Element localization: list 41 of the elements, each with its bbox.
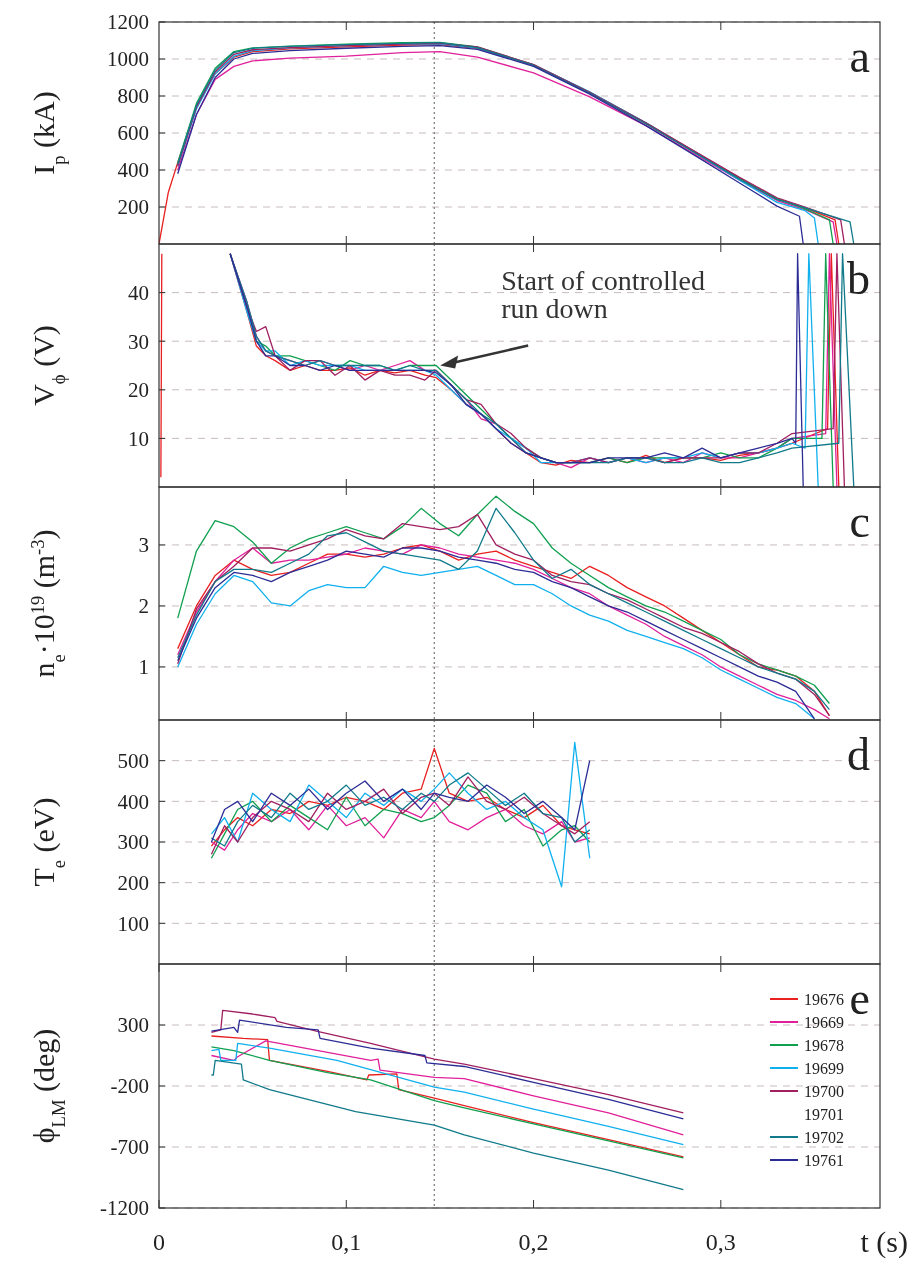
y-tick-label: 400 <box>117 789 149 814</box>
y-tick-label: 30 <box>128 329 149 354</box>
y-tick-label: 20 <box>128 378 149 403</box>
y-tick-label: 400 <box>117 158 149 183</box>
y-tick-label: 300 <box>117 1013 149 1038</box>
annotation: c <box>849 496 870 547</box>
y-tick-label: 500 <box>117 749 149 774</box>
x-tick-label: 0,3 <box>705 1229 736 1255</box>
legend-label: 19761 <box>804 1151 844 1169</box>
y-tick-label: 3 <box>138 533 149 558</box>
legend-label: 19699 <box>804 1059 844 1077</box>
y-tick-label: 1200 <box>107 10 149 35</box>
y-tick-label: 300 <box>117 830 149 855</box>
annotation: b <box>847 253 870 304</box>
legend-label: 19676 <box>804 990 844 1008</box>
text: 19701 <box>804 1105 844 1123</box>
y-tick-label: 200 <box>117 871 149 896</box>
legend-label: 19678 <box>804 1036 844 1054</box>
y-tick-label: 10 <box>128 426 149 451</box>
y-tick-label: -700 <box>110 1135 149 1160</box>
annotation: d <box>847 729 870 780</box>
x-tick-label: 0 <box>153 1229 165 1255</box>
y-tick-label: 1 <box>138 655 149 680</box>
annotation: e <box>849 973 870 1024</box>
y-tick-label: 1000 <box>107 47 149 72</box>
x-axis-title: t (s) <box>860 1225 908 1259</box>
x-tick-label: 0,2 <box>518 1229 549 1255</box>
y-tick-label: -200 <box>110 1074 149 1099</box>
x-tick-label: 0,1 <box>331 1229 362 1255</box>
y-tick-label: 200 <box>117 195 149 220</box>
y-tick-label: 40 <box>128 280 149 305</box>
annotation: a <box>849 31 870 82</box>
y-tick-label: 100 <box>117 911 149 936</box>
legend-label: 19669 <box>804 1013 844 1031</box>
legend-label: 19702 <box>804 1128 844 1146</box>
annotation: Start of controlled run down <box>501 264 705 324</box>
y-tick-label: 2 <box>138 594 149 619</box>
y-tick-label: 600 <box>117 121 149 146</box>
legend-label: 19700 <box>804 1082 844 1100</box>
y-tick-label: -1200 <box>100 1196 149 1221</box>
y-tick-label: 800 <box>117 84 149 109</box>
